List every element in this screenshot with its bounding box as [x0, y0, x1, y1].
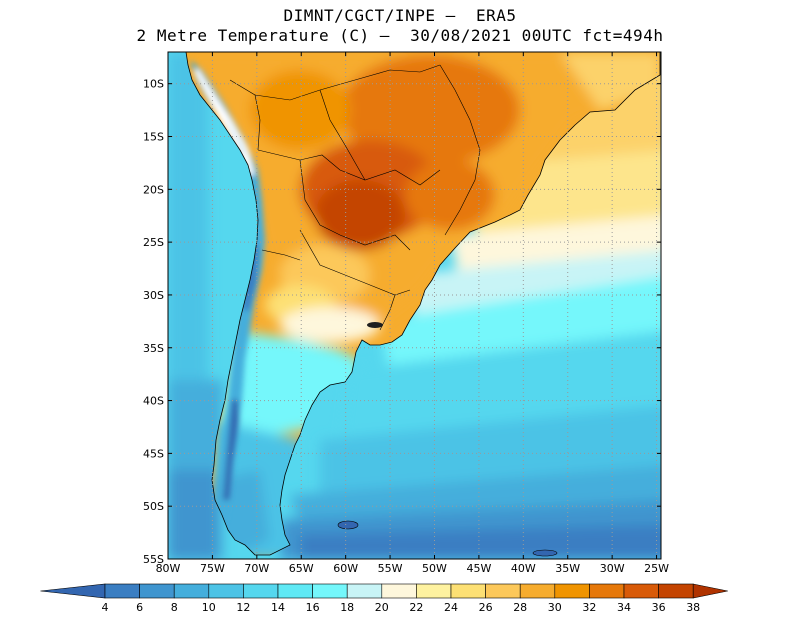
colorbar-swatch — [243, 583, 279, 599]
colorbar-label: 32 — [582, 601, 596, 614]
colorbar-label: 16 — [306, 601, 320, 614]
colorbar-swatch — [450, 583, 486, 599]
colorbar-label: 38 — [686, 601, 700, 614]
colorbar-swatch — [416, 583, 452, 599]
colorbar-swatch — [554, 583, 590, 599]
lat-lon-grid — [167, 52, 661, 560]
colorbar-label: 26 — [479, 601, 493, 614]
country-borders — [229, 64, 481, 331]
lon-label: 55W — [378, 562, 403, 575]
colorbar-label: 22 — [409, 601, 423, 614]
colorbar: 4 6 8 10 12 14 16 18 20 22 24 26 28 30 32 34 36 38 — [40, 583, 728, 614]
longitude-labels: 80W 75W 70W 65W 60W 55W 50W 45W 40W 35W 30W 25W — [156, 562, 670, 575]
colorbar-swatch — [277, 583, 313, 599]
colorbar-label: 18 — [340, 601, 354, 614]
lat-label: 45S — [143, 447, 164, 460]
colorbar-swatch — [173, 583, 210, 599]
lon-label: 35W — [555, 562, 580, 575]
colorbar-swatch — [623, 583, 659, 599]
map-frame — [167, 51, 662, 560]
colorbar-arrow-low — [40, 583, 106, 599]
colorbar-swatch — [346, 583, 383, 599]
lon-label: 75W — [200, 562, 225, 575]
latitude-labels: 10S 15S 20S 25S 30S 35S 40S 45S 50S 55S — [143, 78, 164, 566]
colorbar-label: 10 — [202, 601, 216, 614]
colorbar-swatch — [139, 583, 175, 599]
lon-label: 30W — [600, 562, 625, 575]
colorbar-label: 30 — [548, 601, 562, 614]
colorbar-label: 36 — [652, 601, 666, 614]
lon-label: 25W — [644, 562, 669, 575]
chart-title-line-1: DIMNT/CGCT/INPE – ERA5 — [283, 6, 517, 25]
lat-label: 20S — [143, 183, 164, 196]
lat-label: 35S — [143, 342, 164, 355]
colorbar-swatch — [104, 583, 140, 599]
chart-title-line-2: 2 Metre Temperature (C) – 30/08/2021 00U… — [136, 26, 664, 45]
colorbar-swatch — [381, 583, 417, 599]
lat-label: 15S — [143, 131, 164, 144]
colorbar-swatch — [519, 583, 556, 599]
colorbar-label: 4 — [102, 601, 109, 614]
colorbar-label: 8 — [171, 601, 178, 614]
colorbar-swatch — [312, 583, 348, 599]
colorbar-label: 24 — [444, 601, 458, 614]
colorbar-label: 34 — [617, 601, 631, 614]
colorbar-label: 20 — [375, 601, 389, 614]
colorbar-swatch — [208, 583, 244, 599]
lat-label: 55S — [143, 553, 164, 566]
colorbar-label: 28 — [513, 601, 527, 614]
colorbar-swatch — [589, 583, 625, 599]
lat-label: 50S — [143, 500, 164, 513]
lon-label: 50W — [422, 562, 447, 575]
lon-label: 80W — [156, 562, 181, 575]
lat-label: 30S — [143, 289, 164, 302]
colorbar-label: 6 — [136, 601, 143, 614]
colorbar-swatch — [658, 583, 694, 599]
lat-label: 40S — [143, 395, 164, 408]
colorbar-label: 12 — [236, 601, 250, 614]
lat-label: 25S — [143, 236, 164, 249]
lon-label: 65W — [289, 562, 314, 575]
colorbar-label: 14 — [271, 601, 285, 614]
lon-label: 45W — [466, 562, 491, 575]
lon-label: 40W — [511, 562, 536, 575]
colorbar-arrow-high — [692, 583, 728, 599]
lon-label: 60W — [333, 562, 358, 575]
lat-label: 10S — [143, 78, 164, 91]
colorbar-swatch — [485, 583, 521, 599]
temperature-field — [168, 52, 661, 559]
lon-label: 70W — [244, 562, 269, 575]
